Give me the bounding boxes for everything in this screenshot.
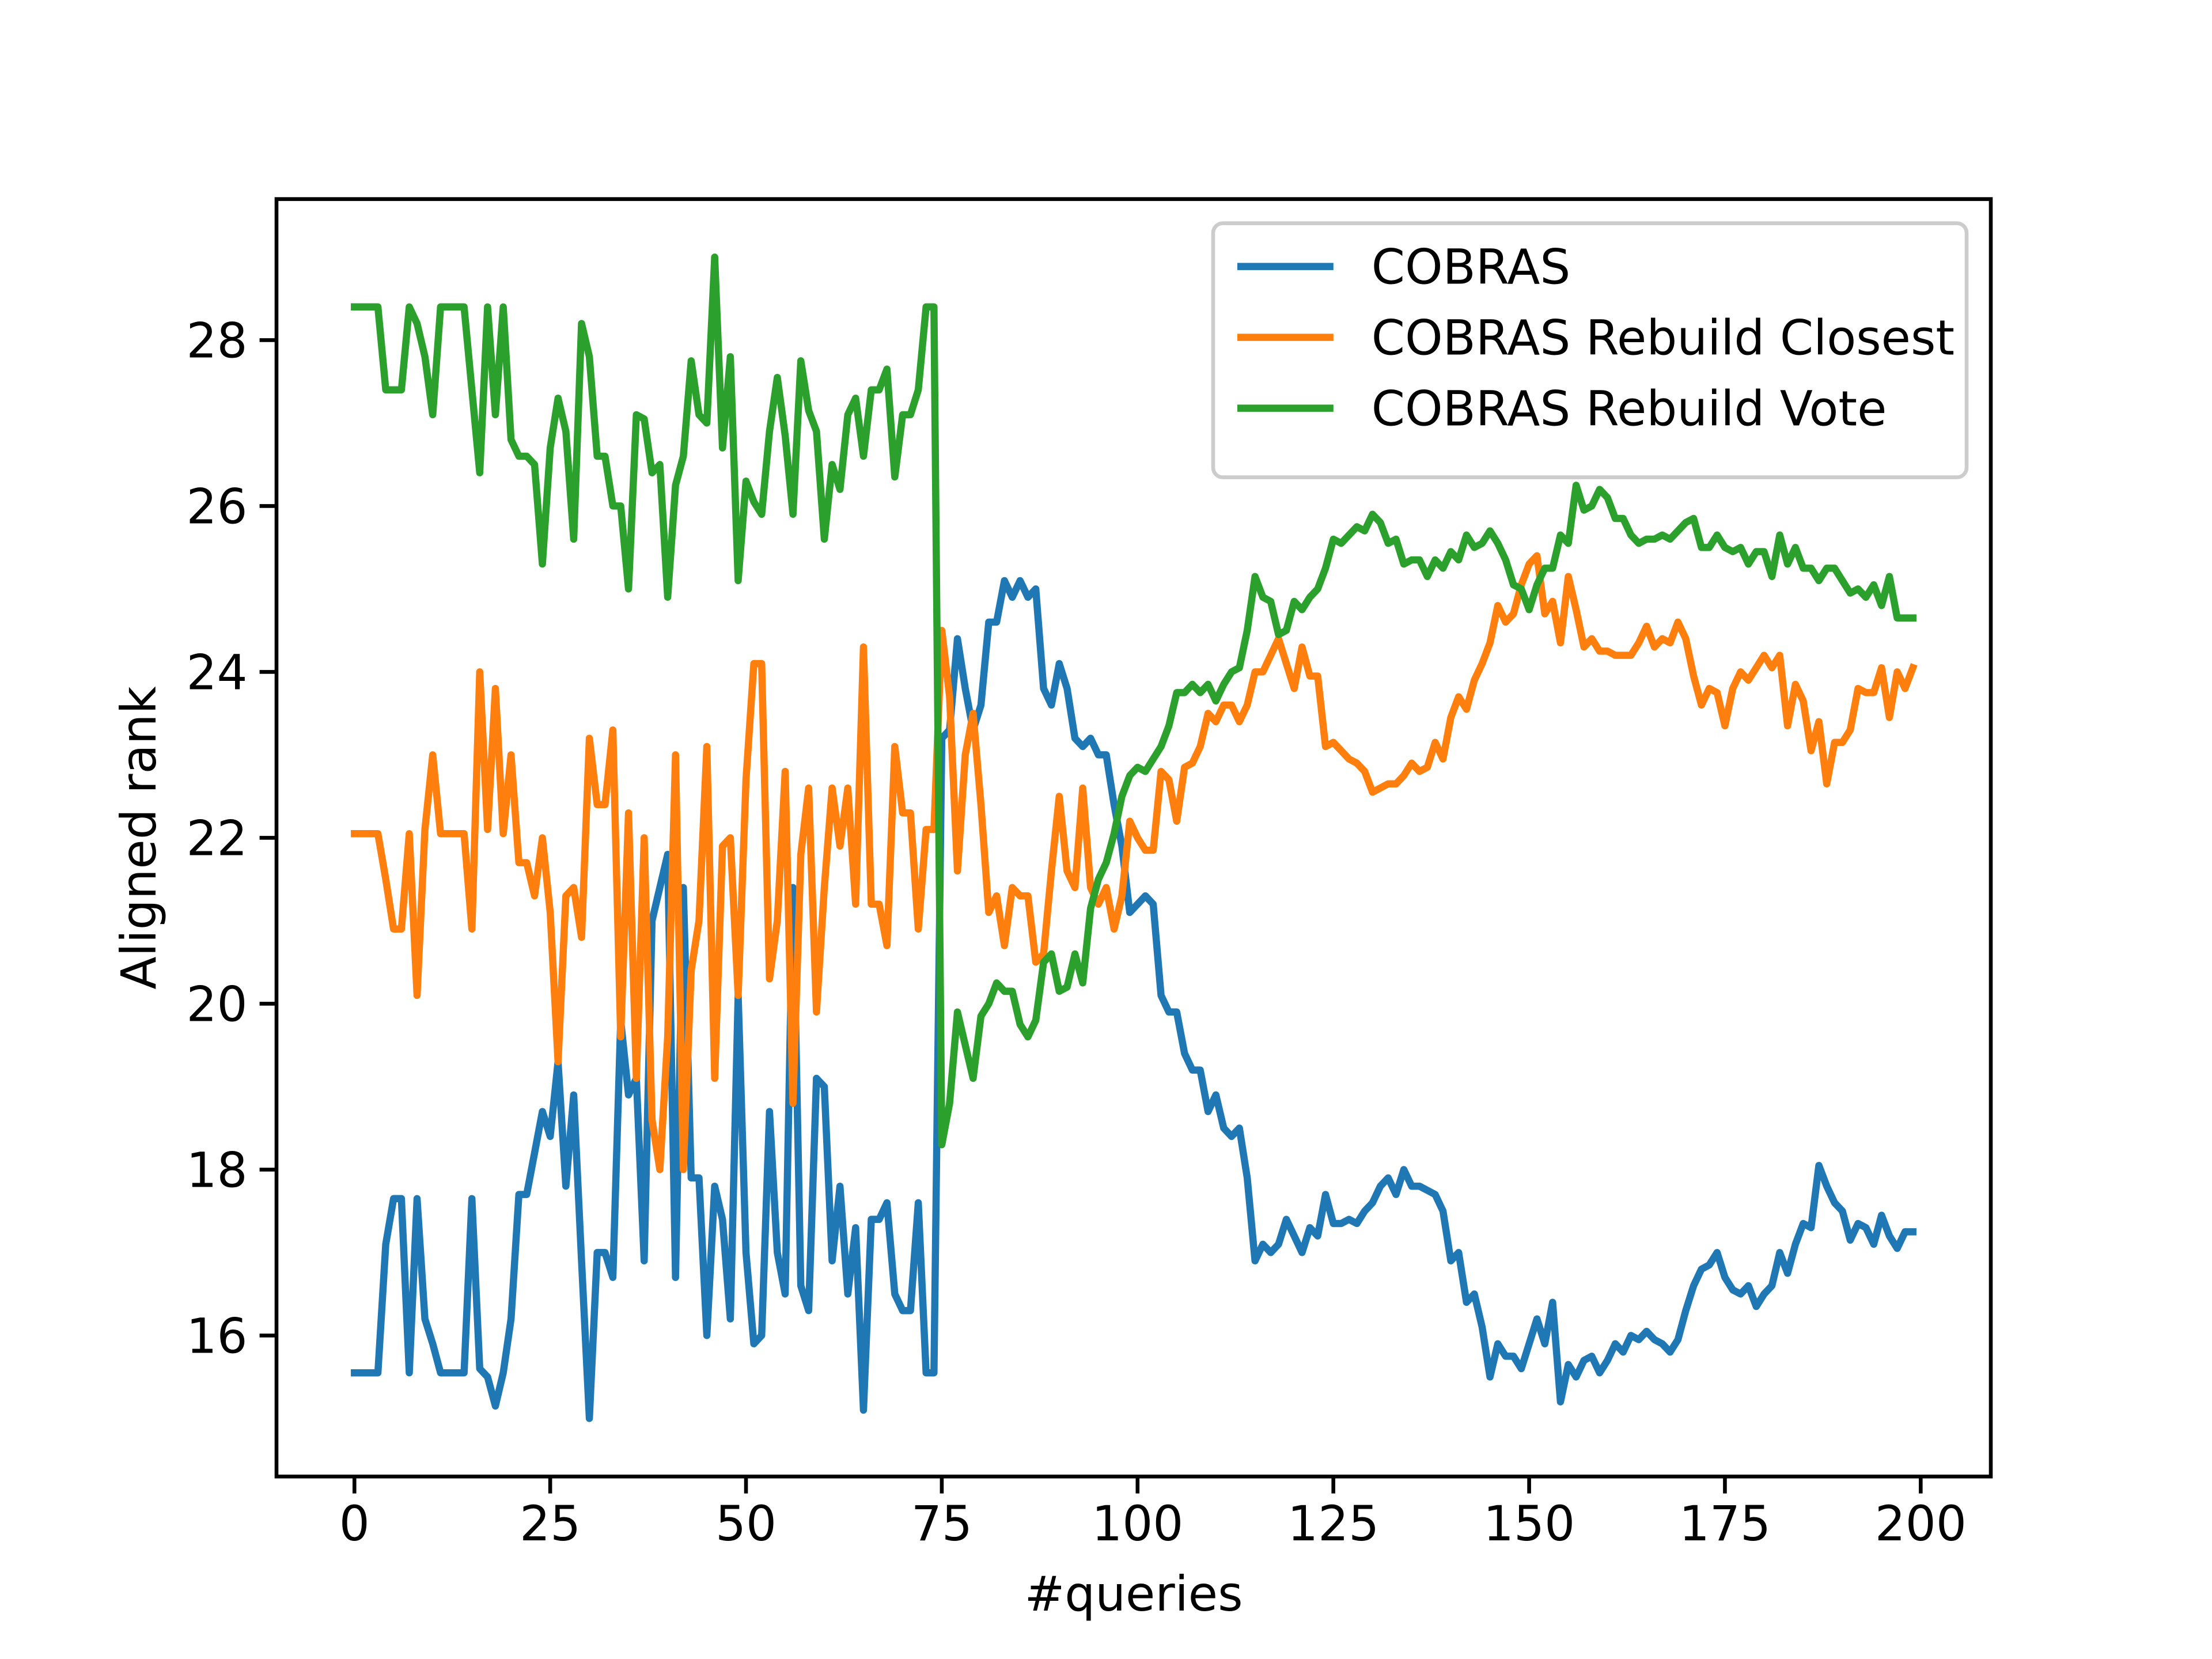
data-line [351, 577, 1916, 1422]
y-tick-label: 22 [187, 810, 248, 866]
x-tick-label: 100 [1092, 1496, 1183, 1552]
x-tick-label: 175 [1679, 1496, 1771, 1552]
legend-label: COBRAS Rebuild Vote [1372, 381, 1887, 437]
legend-label: COBRAS [1372, 240, 1571, 296]
legend-box [1211, 221, 1969, 479]
x-tick-label: 50 [715, 1496, 777, 1552]
y-tick-label: 20 [187, 976, 248, 1032]
x-tick-label: 125 [1287, 1496, 1379, 1552]
y-tick-label: 24 [187, 645, 248, 700]
y-tick-label: 26 [187, 479, 248, 535]
x-tick-label: 0 [339, 1496, 370, 1552]
data-line [351, 253, 1916, 1149]
x-tick-label: 75 [911, 1496, 972, 1552]
legend-label: COBRAS Rebuild Closest [1372, 310, 1955, 366]
x-tick-label: 150 [1483, 1496, 1575, 1552]
y-tick-label: 16 [187, 1308, 248, 1364]
y-axis-label: Aligned rank [111, 686, 167, 990]
x-axis-label: #queries [1024, 1566, 1243, 1622]
y-tick-label: 18 [187, 1142, 248, 1198]
data-line [351, 552, 1918, 1173]
x-tick-label: 200 [1875, 1496, 1967, 1552]
x-tick-label: 25 [520, 1496, 581, 1552]
y-tick-label: 28 [187, 313, 248, 369]
axes-frame [274, 197, 1993, 1479]
